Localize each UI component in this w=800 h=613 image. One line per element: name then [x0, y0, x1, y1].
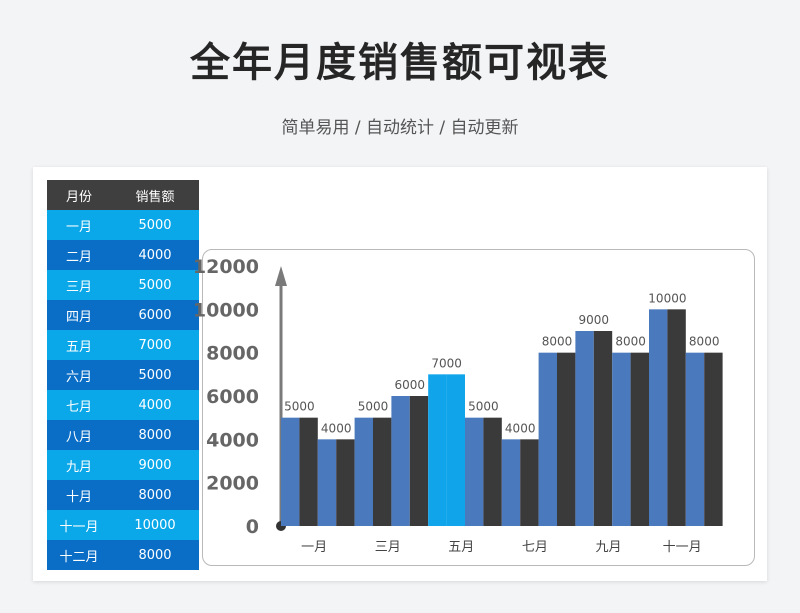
bar — [649, 309, 668, 526]
x-tick-label: 五月 — [448, 540, 474, 555]
bar-shadow — [630, 352, 649, 526]
bar-shadow — [593, 331, 613, 526]
page-subtitle: 简单易用 / 自动统计 / 自动更新 — [281, 118, 519, 138]
cell-month: 十一月 — [59, 519, 99, 535]
cell-month: 十月 — [65, 489, 92, 505]
cell-sales: 8000 — [138, 427, 172, 443]
bar — [685, 352, 705, 526]
table-row: 二月 4000 — [47, 240, 199, 270]
data-label: 7000 — [431, 356, 462, 370]
cell-sales: 5000 — [138, 367, 172, 383]
cell-month: 九月 — [65, 459, 92, 475]
data-label: 4000 — [505, 421, 536, 435]
cell-sales: 5000 — [138, 217, 172, 233]
table-row: 八月 8000 — [47, 420, 199, 450]
data-label: 5000 — [358, 400, 389, 414]
cell-month: 二月 — [65, 249, 92, 265]
data-label: 4000 — [321, 421, 352, 435]
y-tick-label: 12000 — [193, 256, 259, 278]
table-row: 六月 5000 — [47, 360, 199, 390]
bar — [612, 352, 631, 526]
x-tick-label: 十一月 — [663, 540, 702, 555]
y-tick-label: 0 — [246, 516, 259, 538]
bar — [575, 331, 594, 526]
bar — [465, 417, 484, 526]
cell-sales: 7000 — [138, 337, 172, 353]
bar-shadow — [446, 374, 465, 526]
cell-sales: 6000 — [138, 307, 172, 323]
y-tick-label: 4000 — [206, 429, 259, 451]
y-tick-label: 10000 — [193, 299, 259, 321]
bar — [354, 417, 373, 526]
table-row: 十二月 8000 — [47, 540, 199, 570]
table-row: 九月 9000 — [47, 450, 199, 480]
data-label: 10000 — [648, 291, 686, 305]
bar — [391, 396, 410, 526]
bar-shadow — [667, 309, 686, 526]
bar-shadow — [557, 352, 576, 526]
table-row: 三月 5000 — [47, 270, 199, 300]
cell-month: 五月 — [65, 339, 92, 355]
x-tick-label: 三月 — [375, 540, 401, 555]
header-month: 月份 — [65, 189, 92, 205]
bar-shadow — [483, 417, 502, 526]
cell-sales: 5000 — [138, 277, 172, 293]
cell-sales: 9000 — [138, 457, 172, 473]
header-sales: 销售额 — [135, 189, 175, 205]
table-row: 五月 7000 — [47, 330, 199, 360]
table-row: 十月 8000 — [47, 480, 199, 510]
data-label: 8000 — [542, 335, 573, 349]
table-body: 一月 5000 二月 4000 三月 5000 四月 6000 五月 7000 六月 5000 七月 40… — [47, 210, 199, 570]
sales-table: 月份 销售额 一月 5000 二月 4000 三月 5000 四月 6000 五月 7000 六月 5… — [47, 180, 199, 570]
y-axis-arrow — [275, 266, 287, 286]
cell-sales: 4000 — [138, 247, 172, 263]
data-label: 9000 — [579, 313, 610, 327]
table-row: 七月 4000 — [47, 390, 199, 420]
table-header: 月份 销售额 — [47, 180, 199, 210]
table-row: 一月 5000 — [47, 210, 199, 240]
x-tick-label: 一月 — [301, 540, 327, 555]
bar — [428, 374, 447, 526]
bar-shadow — [520, 439, 539, 526]
data-label: 5000 — [468, 400, 499, 414]
bar — [501, 439, 521, 526]
cell-month: 四月 — [65, 309, 92, 325]
bar — [317, 439, 337, 526]
page-title: 全年月度销售额可视表 — [190, 40, 610, 86]
cell-sales: 10000 — [134, 517, 176, 533]
cell-month: 十二月 — [59, 549, 99, 565]
bar-shadow — [336, 439, 355, 526]
data-label: 8000 — [689, 335, 720, 349]
bar — [281, 417, 300, 526]
data-label: 5000 — [284, 400, 315, 414]
x-tick-label: 九月 — [596, 540, 622, 555]
cell-month: 七月 — [65, 399, 92, 415]
y-tick-label: 6000 — [206, 386, 259, 408]
cell-sales: 8000 — [138, 487, 172, 503]
table-row: 十一月 10000 — [47, 510, 199, 540]
bar-shadow — [409, 396, 429, 526]
cell-sales: 4000 — [138, 397, 172, 413]
bar-shadow — [373, 417, 392, 526]
cell-month: 八月 — [65, 429, 92, 445]
data-label: 6000 — [395, 378, 426, 392]
bar-shadow — [299, 417, 318, 526]
cell-month: 一月 — [65, 219, 92, 235]
bar-shadow — [704, 352, 723, 526]
data-label: 8000 — [615, 335, 646, 349]
x-tick-label: 七月 — [522, 540, 548, 555]
cell-sales: 8000 — [138, 547, 172, 563]
cell-month: 三月 — [65, 279, 92, 295]
y-tick-label: 2000 — [206, 473, 259, 495]
bar — [538, 352, 557, 526]
y-tick-label: 8000 — [206, 343, 259, 365]
cell-month: 六月 — [65, 369, 92, 385]
table-row: 四月 6000 — [47, 300, 199, 330]
